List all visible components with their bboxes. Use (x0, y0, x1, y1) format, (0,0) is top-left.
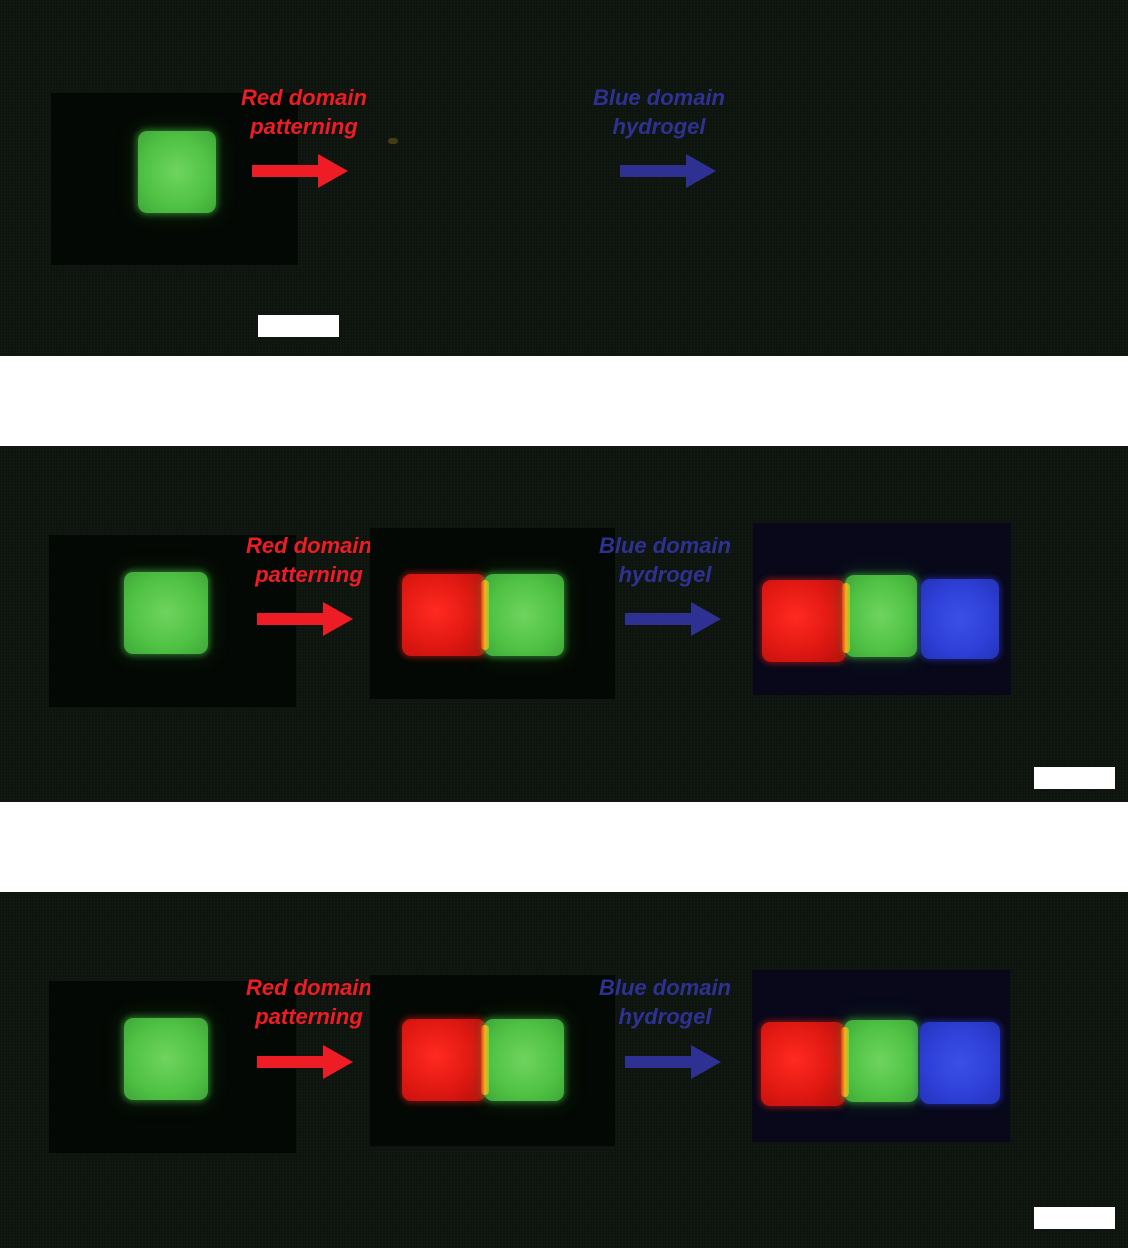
scale-bar (1034, 1207, 1115, 1229)
green-domain (124, 1018, 208, 1100)
red-domain (761, 1022, 845, 1106)
blue-domain (920, 1022, 1000, 1104)
green-domain (124, 572, 208, 654)
red-arrow-icon (257, 602, 353, 636)
panel-3: Red domain patterning Blue domain hydrog… (0, 892, 1128, 1248)
red-domain (762, 580, 846, 662)
blue-arrow-icon (625, 602, 721, 636)
blue-domain (921, 579, 999, 659)
red-green-domain-image (370, 528, 615, 699)
red-label-line2: patterning (255, 1004, 363, 1029)
red-label-line2: patterning (255, 562, 363, 587)
blue-label-line1: Blue domain (592, 85, 725, 110)
domain-interface (841, 1027, 849, 1097)
red-domain-label: Red domain patterning (219, 973, 399, 1031)
green-domain (844, 1020, 918, 1102)
domain-interface (842, 583, 850, 653)
red-arrow-icon (257, 1045, 353, 1079)
green-domain (138, 131, 216, 213)
red-green-blue-domain-image (753, 523, 1011, 695)
initial-green-domain-image (51, 93, 298, 265)
green-domain (484, 574, 564, 656)
initial-green-domain-image (49, 981, 296, 1153)
blue-label-line1: Blue domain (598, 533, 731, 558)
red-label-line2: patterning (250, 114, 358, 139)
panel-1: Red domain patterning Blue domain hydrog… (0, 0, 1128, 356)
blue-domain-label: Blue domain hydrogel (575, 973, 755, 1031)
blue-label-line2: hydrogel (618, 562, 712, 587)
scale-bar (258, 315, 339, 337)
red-green-domain-image (370, 975, 615, 1146)
red-label-line1: Red domain (241, 85, 367, 110)
green-domain (845, 575, 917, 657)
blue-arrow-icon (625, 1045, 721, 1079)
red-green-blue-domain-image (752, 970, 1010, 1142)
red-domain (402, 574, 486, 656)
panel-2: Red domain patterning Blue domain hydrog… (0, 446, 1128, 802)
red-label-line1: Red domain (246, 975, 372, 1000)
blue-label-line2: hydrogel (612, 114, 706, 139)
red-arrow-icon (252, 154, 348, 188)
blue-domain-label: Blue domain hydrogel (575, 531, 755, 589)
scale-bar (1034, 767, 1115, 789)
domain-interface (481, 1025, 489, 1095)
red-domain (402, 1019, 486, 1101)
red-domain-label: Red domain patterning (214, 83, 394, 141)
domain-interface (481, 580, 489, 650)
initial-green-domain-image (49, 535, 296, 707)
red-domain-label: Red domain patterning (219, 531, 399, 589)
red-label-line1: Red domain (246, 533, 372, 558)
green-domain (484, 1019, 564, 1101)
blue-label-line1: Blue domain (598, 975, 731, 1000)
blue-arrow-icon (620, 154, 716, 188)
blue-domain-label: Blue domain hydrogel (569, 83, 749, 141)
debris-speck (388, 138, 398, 144)
blue-label-line2: hydrogel (618, 1004, 712, 1029)
